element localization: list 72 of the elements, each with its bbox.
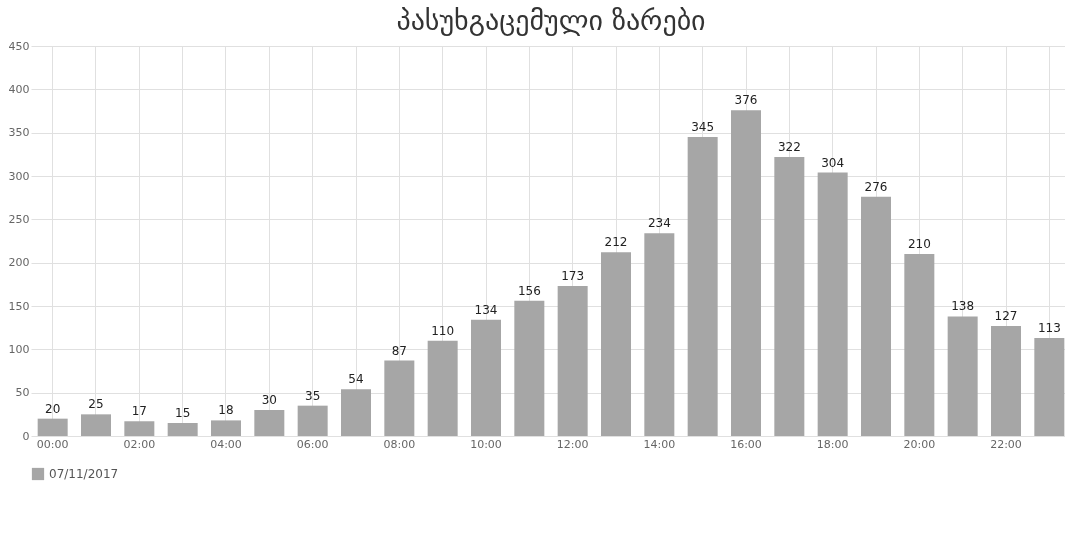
data-label: 212 [604,235,628,250]
data-label: 15 [175,406,191,420]
bar [81,414,111,436]
bar [904,254,935,436]
x-tick-label: 20:00 [903,437,936,451]
y-tick-label: 200 [8,256,30,270]
x-tick-label: 14:00 [643,437,676,451]
y-tick-label: 100 [8,342,30,356]
data-label: 18 [218,403,234,418]
x-tick-label: 08:00 [383,437,416,451]
bar [471,319,501,436]
bar [817,172,848,436]
y-tick-label: 400 [8,82,30,96]
data-label: 210 [907,237,931,251]
y-tick-label: 150 [8,299,30,313]
bar [1034,338,1065,436]
bar [254,410,285,436]
bar [601,252,631,436]
y-tick-label: 300 [8,169,30,183]
data-label: 134 [474,302,498,317]
bar [297,405,328,436]
data-label: 127 [994,308,1018,323]
data-label: 173 [561,269,585,284]
bar [687,137,718,436]
bar [427,340,458,436]
data-label: 138 [951,299,975,314]
bar [341,389,371,436]
data-label: 30 [261,393,277,407]
y-tick-label: 350 [8,126,30,140]
data-label: 87 [391,343,407,358]
bar [211,420,241,436]
bar [644,233,675,436]
data-label: 17 [131,404,147,419]
bar [557,286,588,436]
y-tick-label: 250 [8,212,30,226]
data-label: 156 [517,283,541,298]
x-tick-label: 22:00 [990,437,1022,451]
y-tick-label: 50 [15,386,30,400]
bar [167,423,198,436]
data-label: 110 [431,323,455,338]
bar [384,360,415,436]
data-label: 20 [45,401,61,416]
bar [514,300,545,436]
x-tick-label: 00:00 [36,437,69,451]
bar [861,196,891,436]
data-label: 113 [1037,321,1061,336]
bar [991,325,1021,436]
data-label: 304 [821,155,845,170]
x-tick-label: 02:00 [123,437,156,451]
x-tick-label: 16:00 [730,437,762,451]
bar [37,418,68,436]
legend-label: 07/11/2017 [49,467,119,481]
data-label: 322 [777,139,801,154]
data-label: 234 [647,216,671,231]
y-tick-label: 450 [8,39,30,53]
bar [731,110,761,436]
bar [947,316,978,436]
data-label: 376 [734,93,758,108]
data-label: 276 [864,179,888,194]
y-tick-label: 0 [22,429,30,443]
chart-title: პასუხგაცემული ზარები [396,4,706,37]
data-label: 35 [305,388,321,403]
x-tick-label: 06:00 [296,437,329,451]
data-label: 25 [88,397,104,412]
bar [124,421,155,436]
data-label: 54 [348,372,364,387]
x-tick-label: 18:00 [816,437,849,451]
data-label: 345 [691,120,715,134]
bar [774,156,805,436]
x-tick-label: 04:00 [210,437,242,451]
x-tick-label: 12:00 [556,437,589,451]
x-tick-label: 10:00 [470,437,502,451]
